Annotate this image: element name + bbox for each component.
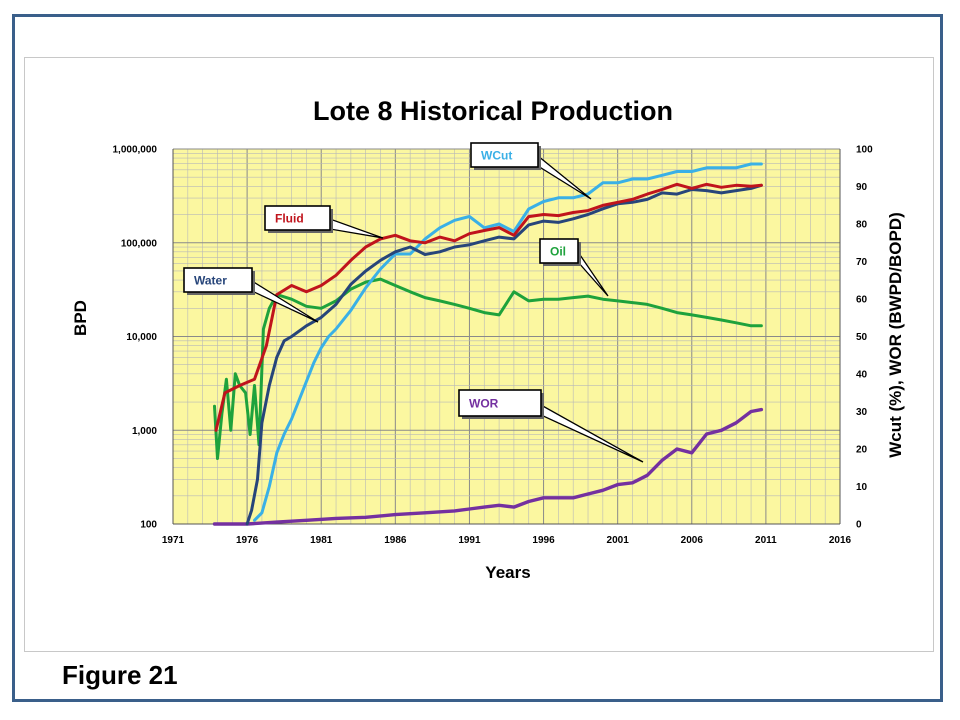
x-tick-label: 1986 [384, 535, 407, 546]
right-tick-label: 20 [856, 445, 868, 456]
series-line-water [245, 183, 763, 526]
x-tick-label: 1991 [458, 535, 481, 546]
figure-label: Figure 21 [62, 660, 178, 690]
callout-box [539, 238, 579, 264]
right-tick-label: 30 [856, 407, 868, 418]
series-line-oil [213, 277, 763, 460]
left-tick-label: 100,000 [121, 238, 158, 249]
x-tick-label: 1981 [310, 535, 333, 546]
callout-label-oil: Oil [550, 245, 566, 259]
x-tick-label: 1996 [532, 535, 555, 546]
left-axis-ticks: 1,000,000 100,000 10,000 1,000 100 [113, 145, 158, 531]
x-tick-label: 1971 [162, 535, 185, 546]
right-tick-label: 70 [856, 257, 868, 268]
series-line-wcut [253, 162, 763, 522]
right-tick-label: 100 [856, 145, 873, 156]
x-tick-label: 1976 [236, 535, 259, 546]
x-axis-label: Years [485, 563, 530, 582]
callout-box [264, 205, 331, 231]
right-tick-label: 90 [856, 182, 868, 193]
right-tick-label: 0 [856, 520, 862, 531]
series-line-fluid [214, 182, 763, 432]
left-tick-label: 100 [140, 520, 157, 531]
callout-label-water: Water [194, 274, 227, 288]
left-tick-label: 1,000,000 [113, 145, 158, 156]
callouts-layer: WCut Fluid Water Oil WOR [183, 142, 644, 463]
right-tick-label: 80 [856, 220, 868, 231]
left-tick-label: 10,000 [126, 332, 157, 343]
callout-box [458, 389, 542, 417]
chart-title: Lote 8 Historical Production [313, 96, 673, 126]
x-tick-label: 2006 [681, 535, 704, 546]
callout-label-wor: WOR [469, 397, 499, 411]
left-axis-label: BPD [71, 300, 90, 336]
x-tick-label: 2011 [755, 535, 777, 546]
callout-label-fluid: Fluid [275, 212, 304, 226]
series-line-wor [212, 407, 764, 526]
x-tick-label: 2016 [829, 535, 852, 546]
callout-box [183, 267, 253, 293]
axes [172, 149, 841, 525]
x-axis-ticks: 1971 1976 1981 1986 1991 1996 2001 2006 2011 2016 [162, 535, 852, 546]
right-tick-label: 50 [856, 332, 868, 343]
right-tick-label: 60 [856, 295, 868, 306]
x-tick-label: 2001 [607, 535, 630, 546]
callout-box [470, 142, 539, 168]
series-layer [212, 162, 764, 526]
right-tick-label: 40 [856, 370, 868, 381]
callout-label-wcut: WCut [481, 149, 512, 163]
right-axis-label: Wcut (%), WOR (BWPD/BOPD) [886, 212, 905, 458]
left-tick-label: 1,000 [132, 426, 157, 437]
right-tick-label: 10 [856, 482, 868, 493]
